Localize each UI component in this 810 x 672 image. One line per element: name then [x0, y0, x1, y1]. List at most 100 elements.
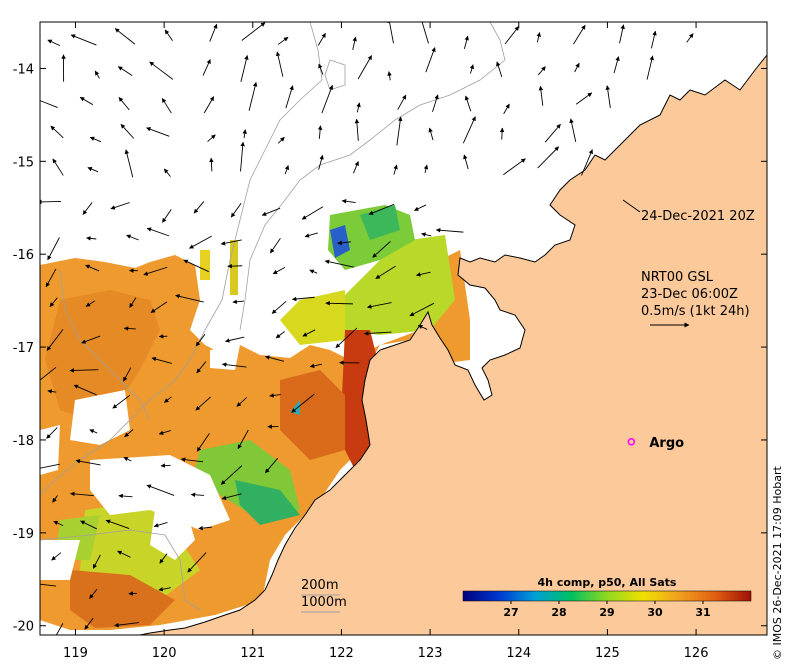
current-arrow: [227, 263, 243, 269]
current-arrow: [221, 362, 247, 368]
current-arrow: [269, 238, 281, 254]
current-arrow: [240, 55, 249, 83]
current-arrow: [581, 149, 593, 176]
current-arrow: [301, 206, 324, 220]
current-arrow: [271, 300, 287, 314]
current-arrow: [40, 100, 58, 109]
current-arrow: [309, 269, 318, 274]
current-arrow: [544, 123, 561, 143]
current-arrow: [75, 459, 101, 466]
current-arrow: [232, 299, 245, 304]
current-arrow: [421, 22, 429, 44]
current-arrow: [317, 125, 323, 139]
current-arrow: [387, 22, 394, 44]
y-tick-label: -14: [13, 62, 34, 77]
current-arrow: [363, 331, 392, 336]
current-arrow: [73, 384, 97, 396]
current-arrow: [55, 623, 64, 635]
current-arrow: [117, 550, 131, 558]
current-arrow: [646, 55, 654, 80]
current-arrow: [573, 24, 586, 45]
bathymetry-contours: [40, 22, 506, 611]
current-arrow: [496, 61, 503, 78]
current-arrow: [46, 329, 64, 351]
current-arrow: [423, 164, 429, 173]
current-arrow: [79, 96, 94, 106]
current-arrow: [118, 493, 133, 499]
current-arrow: [354, 118, 360, 141]
current-arrow: [207, 134, 216, 142]
current-vectors: [40, 22, 694, 635]
current-arrow: [94, 70, 100, 79]
current-arrow: [220, 239, 242, 246]
current-arrow: [105, 519, 130, 529]
current-arrow: [159, 553, 168, 564]
current-arrow: [372, 241, 391, 258]
current-arrow: [324, 259, 355, 268]
current-arrow: [69, 368, 99, 373]
current-arrow: [162, 209, 172, 223]
colorbar-tick-label: 29: [599, 606, 614, 619]
current-arrow: [80, 520, 98, 530]
current-arrow: [209, 23, 218, 42]
current-arrow: [318, 63, 324, 75]
current-arrow: [650, 30, 657, 49]
current-arrow: [92, 554, 101, 569]
current-arrow: [160, 463, 171, 468]
current-arrow: [85, 264, 100, 272]
current-arrow: [321, 84, 334, 114]
current-arrow: [146, 484, 175, 496]
current-arrow: [435, 228, 464, 233]
current-arrow: [415, 271, 431, 277]
current-arrow: [275, 51, 284, 77]
current-arrow: [248, 81, 258, 111]
current-arrow: [164, 396, 172, 403]
current-arrow: [70, 491, 94, 497]
current-arrow: [499, 127, 505, 140]
current-arrow: [70, 34, 97, 46]
current-arrow: [356, 102, 361, 113]
current-arrow: [123, 367, 132, 382]
current-arrow: [277, 136, 285, 144]
current-arrow: [149, 61, 174, 80]
current-arrow: [538, 85, 544, 106]
time-label-leader: [622, 199, 641, 213]
current-arrow: [51, 552, 62, 561]
current-arrow: [367, 302, 392, 309]
current-arrow: [242, 129, 247, 139]
current-arrow: [325, 301, 353, 306]
current-arrow: [236, 397, 248, 407]
current-arrow: [89, 429, 98, 434]
current-arrow: [686, 33, 694, 43]
current-arrow: [87, 167, 99, 173]
current-arrow: [114, 28, 136, 45]
current-arrow: [46, 427, 58, 439]
current-arrow: [40, 366, 57, 381]
current-arrow: [40, 463, 60, 469]
current-arrow: [193, 201, 205, 214]
current-arrow: [123, 326, 136, 331]
current-arrow: [86, 236, 97, 241]
land-mass: [139, 54, 767, 635]
current-arrow: [275, 331, 285, 339]
current-arrow: [53, 520, 64, 527]
current-arrow: [317, 32, 326, 46]
current-arrow: [335, 327, 358, 348]
current-arrow: [417, 324, 428, 330]
current-arrow: [285, 85, 294, 109]
current-arrow: [110, 202, 130, 210]
depth-1000-label: 1000m: [301, 595, 347, 610]
current-arrow: [198, 525, 212, 531]
current-arrow: [47, 237, 60, 261]
current-arrow: [309, 363, 323, 369]
current-arrow: [261, 207, 281, 216]
current-arrow: [112, 394, 131, 409]
current-arrow: [569, 118, 577, 142]
current-arrow: [409, 302, 435, 317]
current-arrow: [428, 127, 434, 141]
current-arrow: [536, 32, 541, 43]
current-arrow: [537, 146, 559, 169]
current-arrow: [164, 29, 173, 42]
current-arrow: [151, 356, 172, 364]
